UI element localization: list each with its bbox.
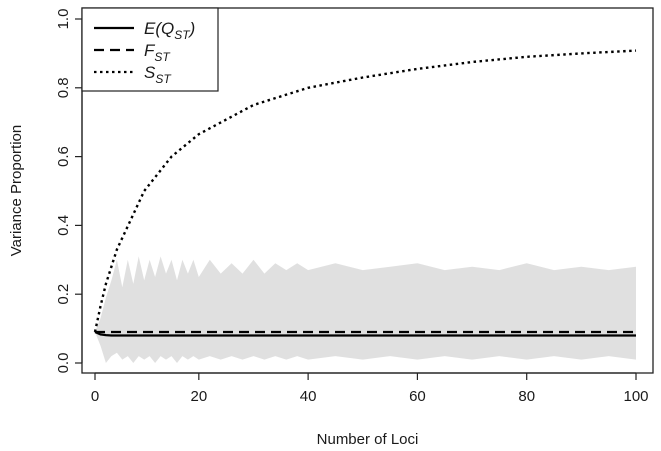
legend-label-subscript: ST: [154, 50, 171, 64]
legend-label-tail: ): [188, 19, 196, 38]
x-tick-label: 60: [409, 388, 426, 405]
legend-label-base: E(Q: [144, 19, 174, 38]
y-tick-label: 0.0: [55, 353, 72, 374]
y-axis-label: Variance Proportion: [8, 125, 25, 256]
series-layer: [93, 49, 637, 337]
y-tick-label: 0.6: [55, 146, 72, 167]
legend-label-base: F: [144, 41, 156, 60]
series-line-2: [93, 49, 637, 333]
y-tick-label: 0.4: [55, 215, 72, 236]
x-axis-label: Number of Loci: [317, 431, 419, 448]
legend-label: FST: [144, 41, 171, 64]
x-tick-label: 100: [623, 388, 648, 405]
legend-label-base: S: [144, 63, 156, 82]
y-tick-label: 1.0: [55, 9, 72, 30]
y-axis: 0.0 0.2 0.4 0.6 0.8 1.0: [55, 9, 83, 374]
variance-band: [95, 256, 636, 363]
x-tick-label: 0: [91, 388, 99, 405]
confidence-band-layer: [95, 256, 636, 363]
legend-label: SST: [144, 63, 172, 86]
legend-box: [81, 7, 219, 92]
x-tick-label: 80: [518, 388, 535, 405]
legend-label: E(QST): [144, 19, 195, 42]
legend-label-subscript: ST: [155, 72, 172, 86]
series-line-0: [94, 330, 636, 337]
y-tick-label: 0.2: [55, 284, 72, 305]
y-tick-label: 0.8: [55, 77, 72, 98]
x-tick-label: 20: [190, 388, 207, 405]
x-axis: 0 20 40 60 80 100: [91, 372, 649, 405]
legend-label-subscript: ST: [174, 28, 191, 42]
x-tick-label: 40: [300, 388, 317, 405]
